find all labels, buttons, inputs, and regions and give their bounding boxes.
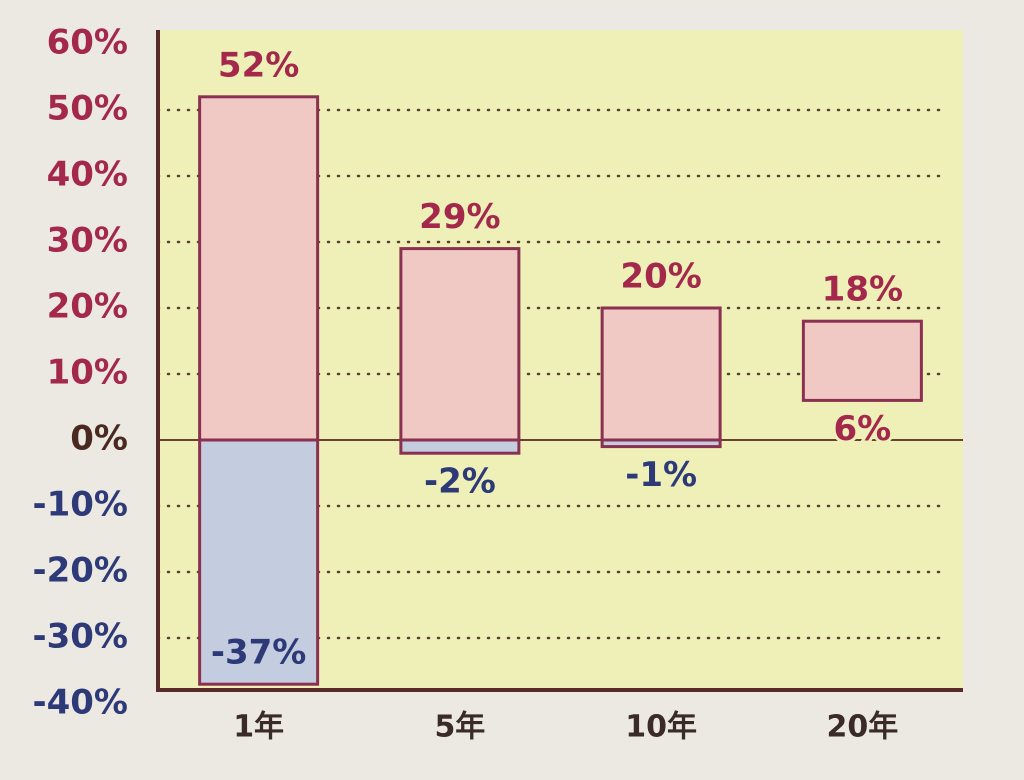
y-tick-label: 20%: [47, 287, 128, 327]
y-tick-label: 60%: [47, 23, 128, 63]
y-tick-label: 50%: [47, 89, 128, 129]
bar-positive: [600, 306, 722, 442]
bar-negative: [198, 438, 320, 686]
value-label: 20%: [620, 257, 701, 297]
x-tick-label: 5年: [434, 710, 485, 745]
bar-positive: [399, 247, 521, 442]
bar-positive: [801, 319, 923, 402]
y-tick-label: -40%: [33, 683, 129, 723]
value-label: -2%: [424, 462, 496, 502]
value-label: 18%: [822, 270, 903, 310]
bar-negative: [399, 438, 521, 455]
y-tick-label: -10%: [33, 485, 129, 525]
value-label: 6%: [834, 409, 892, 449]
x-tick-label: 20年: [827, 710, 899, 745]
y-tick-label: 0%: [70, 419, 128, 459]
value-label: 52%: [218, 45, 299, 85]
value-label: 29%: [419, 197, 500, 237]
y-tick-label: 10%: [47, 353, 128, 393]
y-tick-label: -20%: [33, 551, 129, 591]
x-tick-label: 1年: [233, 710, 284, 745]
bar-negative: [600, 438, 722, 449]
y-tick-label: 40%: [47, 155, 128, 195]
y-tick-label: 30%: [47, 221, 128, 261]
value-label: -37%: [211, 633, 307, 673]
value-label: -1%: [625, 455, 697, 495]
x-tick-label: 10年: [625, 710, 697, 745]
bar-positive: [198, 95, 320, 442]
y-tick-label: -30%: [33, 617, 129, 657]
